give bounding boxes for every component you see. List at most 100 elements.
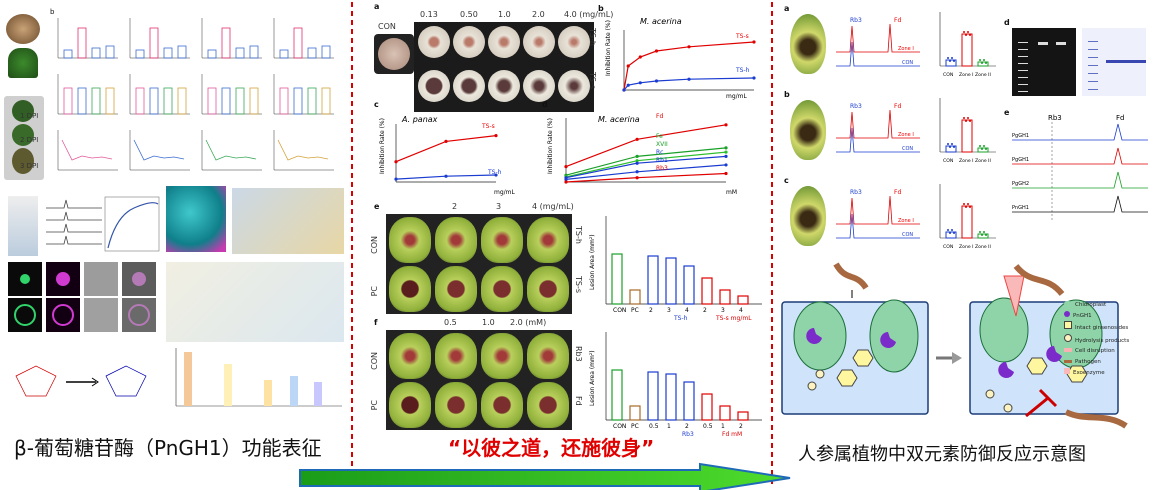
svg-text:Rb3: Rb3 <box>850 189 862 196</box>
svg-text:A. panax: A. panax <box>401 115 438 124</box>
trace <box>836 109 920 139</box>
bar <box>307 47 317 59</box>
data-point <box>969 34 971 36</box>
pngh1-icon <box>998 362 1014 378</box>
schematic <box>781 262 1128 429</box>
pathway-diagram <box>15 365 147 397</box>
petri-dish <box>453 70 485 102</box>
bar <box>207 87 217 115</box>
exoenzyme-icon <box>1003 275 1025 317</box>
row-label: Fd <box>574 396 583 406</box>
svg-text:mM: mM <box>726 189 737 196</box>
tick-label: 2 <box>739 423 743 430</box>
bar <box>63 87 73 115</box>
data-point <box>985 148 987 150</box>
trace-label: PgGH1 <box>1012 133 1029 139</box>
bar <box>611 369 623 421</box>
series-label: XVII <box>656 141 668 148</box>
data-point <box>963 31 965 33</box>
svg-text:Rb3: Rb3 <box>850 17 862 24</box>
data-point <box>967 203 969 205</box>
bar <box>293 87 303 115</box>
leaf-sample <box>389 382 431 428</box>
tick-label: CON <box>943 244 953 250</box>
tick-label: 1 <box>667 423 671 430</box>
data-point <box>981 148 983 150</box>
trace <box>1012 171 1148 189</box>
leaf-image <box>790 14 826 74</box>
svg-text:Fd: Fd <box>894 103 901 110</box>
data-point <box>979 59 981 61</box>
svg-text:Zone I: Zone I <box>898 132 914 138</box>
series-line <box>565 147 727 176</box>
svg-text:TS-s: TS-s <box>481 123 495 130</box>
chromatogram: Rb3 Fd Zone I CON <box>836 103 920 153</box>
bar <box>945 145 957 153</box>
bar <box>221 27 231 59</box>
data-point <box>947 229 949 231</box>
tick-label: 4 <box>685 307 689 314</box>
bar <box>701 393 713 421</box>
leaf-image <box>4 96 44 180</box>
dish-label: CON <box>378 22 396 31</box>
tick-label: 4 <box>739 307 743 314</box>
ginsenoside-icon <box>852 349 874 367</box>
bar <box>279 87 289 115</box>
bar <box>221 87 231 115</box>
lesion-bar-f: Lesion Area (mm²) CON PC 0.5 1 2 0.5 1 2 Rb3 Fd… <box>589 332 762 438</box>
series-line <box>395 174 497 180</box>
bar <box>719 289 731 305</box>
plant-image <box>8 48 38 78</box>
tick-label: Zone I <box>959 244 974 250</box>
gel-image <box>8 196 38 256</box>
data-point <box>947 57 949 59</box>
svg-text:Fd: Fd <box>894 189 901 196</box>
tick-label: 0.5 <box>703 423 713 430</box>
tick-label: CON <box>943 158 953 164</box>
svg-text:mg/mL: mg/mL <box>494 189 516 196</box>
trace <box>836 127 920 153</box>
data-point <box>949 60 951 62</box>
series-line <box>205 139 257 161</box>
trace-label: PgGH2 <box>1012 181 1029 187</box>
series-line <box>623 77 755 91</box>
product-icon <box>815 369 825 379</box>
leaf-conc-e: 2 3 4 (mg/mL) <box>452 202 574 211</box>
bar <box>77 87 87 115</box>
trace <box>1012 195 1148 213</box>
svg-text:TS-h: TS-h <box>673 315 688 322</box>
dot-bar-chart: CON Zone I Zone II <box>939 184 996 250</box>
bar <box>249 45 259 59</box>
left-panel: 1 DPI 2 DPI 3 DPI b <box>0 0 350 460</box>
data-point <box>951 143 953 145</box>
svg-text:TS-s: TS-s <box>735 33 749 40</box>
data-point <box>969 120 971 122</box>
bar <box>279 49 289 59</box>
svg-text:Lesion Area (mm²): Lesion Area (mm²) <box>589 234 596 290</box>
svg-text:Lesion Area (mm²): Lesion Area (mm²) <box>589 350 596 406</box>
trace <box>836 195 920 225</box>
tick-label: PC <box>631 423 639 430</box>
trace-label: PnGH1 <box>1012 205 1029 211</box>
data-point <box>949 146 951 148</box>
tick-label: 3 <box>721 307 725 314</box>
svg-text:Fd mM: Fd mM <box>722 431 742 438</box>
petri-dish <box>418 70 450 102</box>
lesion-bar-e: Lesion Area (mm²) CON PC 2 3 4 2 3 4 TS-h TS-s … <box>589 216 762 322</box>
bar <box>961 205 973 239</box>
svg-text:Inhibition Rate (%): Inhibition Rate (%) <box>605 20 612 76</box>
tick-label: CON <box>613 423 626 430</box>
bar <box>149 87 159 115</box>
svg-text:Zone I: Zone I <box>898 218 914 224</box>
legend: Chloroplast PnGH1 Intact ginsenosides Hy… <box>1064 300 1150 378</box>
bar <box>977 147 989 153</box>
data-point <box>947 143 949 145</box>
svg-text:CON: CON <box>902 232 913 238</box>
svg-text:Fd: Fd <box>894 17 901 24</box>
data-point <box>985 234 987 236</box>
data-point <box>394 177 398 181</box>
leaf-conc-f: 0.5 1.0 2.0 (mM) <box>444 318 547 327</box>
chloroplast <box>793 301 847 371</box>
tick-label: Zone I <box>959 158 974 164</box>
bar <box>647 255 659 305</box>
